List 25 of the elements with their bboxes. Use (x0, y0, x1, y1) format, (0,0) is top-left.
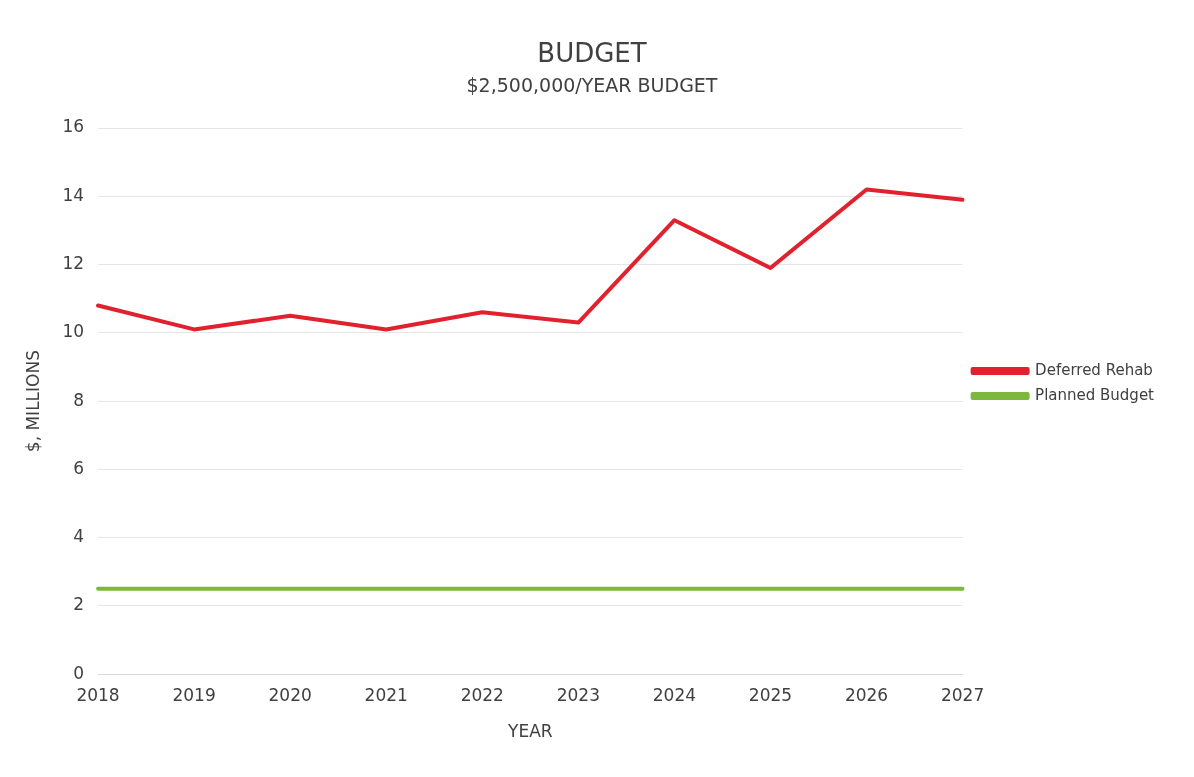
legend-label: Deferred Rehab (1035, 360, 1153, 379)
y-tick-label: 16 (62, 116, 85, 137)
x-tick-label: 2021 (364, 684, 408, 705)
x-tick-label: 2023 (556, 684, 600, 705)
x-tick-label: 2020 (268, 684, 312, 705)
x-axis-title: YEAR (507, 721, 553, 742)
y-tick-label: 6 (73, 457, 85, 478)
y-tick-label: 0 (73, 662, 85, 683)
y-axis-title: $, MILLIONS (22, 350, 43, 453)
x-tick-label: 2019 (172, 684, 216, 705)
y-tick-label: 4 (73, 526, 85, 547)
legend-label: Planned Budget (1035, 385, 1155, 404)
y-tick-label: 12 (62, 252, 85, 273)
y-tick-label: 10 (62, 321, 85, 342)
x-tick-label: 2025 (748, 684, 793, 705)
x-tick-label: 2024 (652, 684, 697, 705)
chart-subtitle: $2,500,000/YEAR BUDGET (466, 73, 718, 96)
x-tick-label: 2018 (76, 684, 120, 705)
chart-title: BUDGET (537, 38, 647, 69)
y-tick-label: 8 (73, 389, 85, 410)
x-tick-label: 2027 (940, 684, 985, 705)
x-tick-label: 2026 (844, 684, 889, 705)
y-tick-label: 2 (73, 594, 85, 615)
x-tick-label: 2022 (460, 684, 504, 705)
y-tick-label: 14 (62, 184, 85, 205)
